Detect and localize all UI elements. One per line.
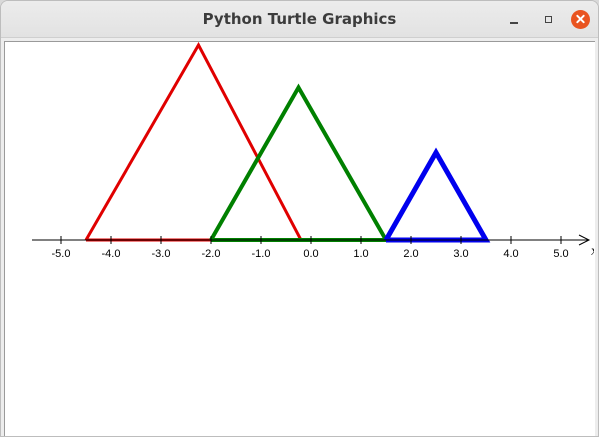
x-tick-label: -3.0: [152, 248, 171, 260]
maximize-button[interactable]: [537, 8, 559, 30]
close-icon: [570, 9, 590, 29]
minimize-icon: [510, 22, 518, 24]
x-axis-name: x: [591, 244, 594, 258]
x-tick-label: -4.0: [102, 248, 121, 260]
x-tick-label: -2.0: [202, 248, 221, 260]
triangle-series-2: [209, 83, 390, 242]
close-button[interactable]: [569, 8, 591, 30]
x-tick-label: 2.0: [403, 248, 418, 260]
window-title: Python Turtle Graphics: [202, 10, 397, 28]
x-tick-label: 0.0: [303, 248, 318, 260]
x-tick-label: -1.0: [252, 248, 271, 260]
triangle-series-3: [383, 147, 491, 243]
x-tick-label: -5.0: [52, 248, 71, 260]
title-bar[interactable]: Python Turtle Graphics: [1, 1, 598, 38]
minimize-button[interactable]: [503, 8, 525, 30]
turtle-canvas: -5.0 -4.0 -3.0 -2.0 -1.0 0.0 1.0 2.0 3.0 4.0 5.0 x: [4, 41, 595, 436]
x-axis-arrow-icon: [578, 234, 591, 246]
x-tick-label: 3.0: [453, 248, 468, 260]
maximize-icon: [544, 15, 552, 23]
x-tick-label: 1.0: [353, 248, 368, 260]
turtle-drawing: -5.0 -4.0 -3.0 -2.0 -1.0 0.0 1.0 2.0 3.0 4.0 5.0 x: [32, 42, 594, 260]
x-tick-label: 4.0: [503, 248, 518, 260]
x-tick-label: 5.0: [553, 248, 568, 260]
